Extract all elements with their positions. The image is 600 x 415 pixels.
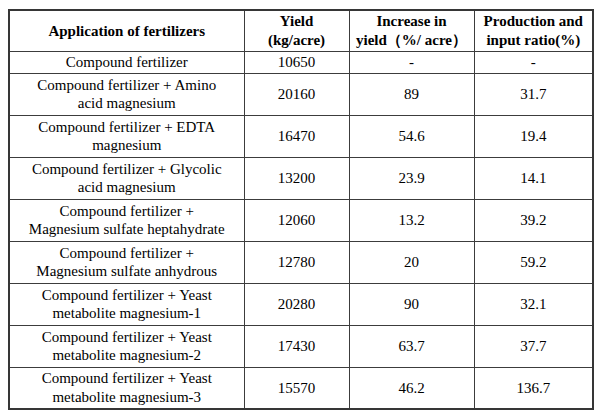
cell-application: Compound fertilizer [9,51,244,73]
cell-ratio: 31.7 [474,73,593,115]
cell-increase: 89 [349,73,474,115]
cell-yield: 12780 [244,241,349,283]
cell-application: Compound fertilizer + Yeast metabolite m… [9,325,244,367]
cell-increase: 63.7 [349,325,474,367]
cell-yield: 12060 [244,199,349,241]
cell-ratio: 39.2 [474,199,593,241]
cell-increase: 90 [349,283,474,325]
header-row: Application of fertilizers Yield (kg/acr… [9,10,593,51]
cell-application: Compound fertilizer + EDTA magnesium [9,115,244,157]
cell-application: Compound fertilizer + Yeast metabolite m… [9,283,244,325]
cell-increase: - [349,51,474,73]
column-header-ratio: Production and input ratio(%) [474,10,593,51]
cell-yield: 20280 [244,283,349,325]
cell-increase: 13.2 [349,199,474,241]
cell-application: Compound fertilizer + Magnesium sulfate … [9,241,244,283]
cell-ratio: 37.7 [474,325,593,367]
column-header-yield: Yield (kg/acre) [244,10,349,51]
cell-ratio: - [474,51,593,73]
table-body: Compound fertilizer10650--Compound ferti… [9,51,593,409]
table-row: Compound fertilizer + Amino acid magnesi… [9,73,593,115]
table-row: Compound fertilizer + Yeast metabolite m… [9,325,593,367]
cell-yield: 20160 [244,73,349,115]
cell-increase: 46.2 [349,367,474,409]
table-row: Compound fertilizer + Yeast metabolite m… [9,283,593,325]
column-header-application: Application of fertilizers [9,10,244,51]
table-row: Compound fertilizer + Glycolic acid magn… [9,157,593,199]
cell-ratio: 136.7 [474,367,593,409]
cell-yield: 15570 [244,367,349,409]
column-header-increase: Increase in yield（%/ acre） [349,10,474,51]
cell-yield: 13200 [244,157,349,199]
table-row: Compound fertilizer + Yeast metabolite m… [9,367,593,409]
fertilizer-yield-table: Application of fertilizers Yield (kg/acr… [8,9,594,410]
table-row: Compound fertilizer + EDTA magnesium1647… [9,115,593,157]
table-row: Compound fertilizer10650-- [9,51,593,73]
cell-yield: 16470 [244,115,349,157]
cell-application: Compound fertilizer + Magnesium sulfate … [9,199,244,241]
cell-increase: 20 [349,241,474,283]
document-page: Application of fertilizers Yield (kg/acr… [0,0,600,415]
cell-ratio: 19.4 [474,115,593,157]
cell-increase: 54.6 [349,115,474,157]
table-row: Compound fertilizer + Magnesium sulfate … [9,199,593,241]
cell-application: Compound fertilizer + Amino acid magnesi… [9,73,244,115]
cell-application: Compound fertilizer + Yeast metabolite m… [9,367,244,409]
table-header: Application of fertilizers Yield (kg/acr… [9,10,593,51]
cell-ratio: 14.1 [474,157,593,199]
cell-ratio: 59.2 [474,241,593,283]
cell-yield: 10650 [244,51,349,73]
cell-ratio: 32.1 [474,283,593,325]
cell-increase: 23.9 [349,157,474,199]
cell-application: Compound fertilizer + Glycolic acid magn… [9,157,244,199]
table-row: Compound fertilizer + Magnesium sulfate … [9,241,593,283]
cell-yield: 17430 [244,325,349,367]
